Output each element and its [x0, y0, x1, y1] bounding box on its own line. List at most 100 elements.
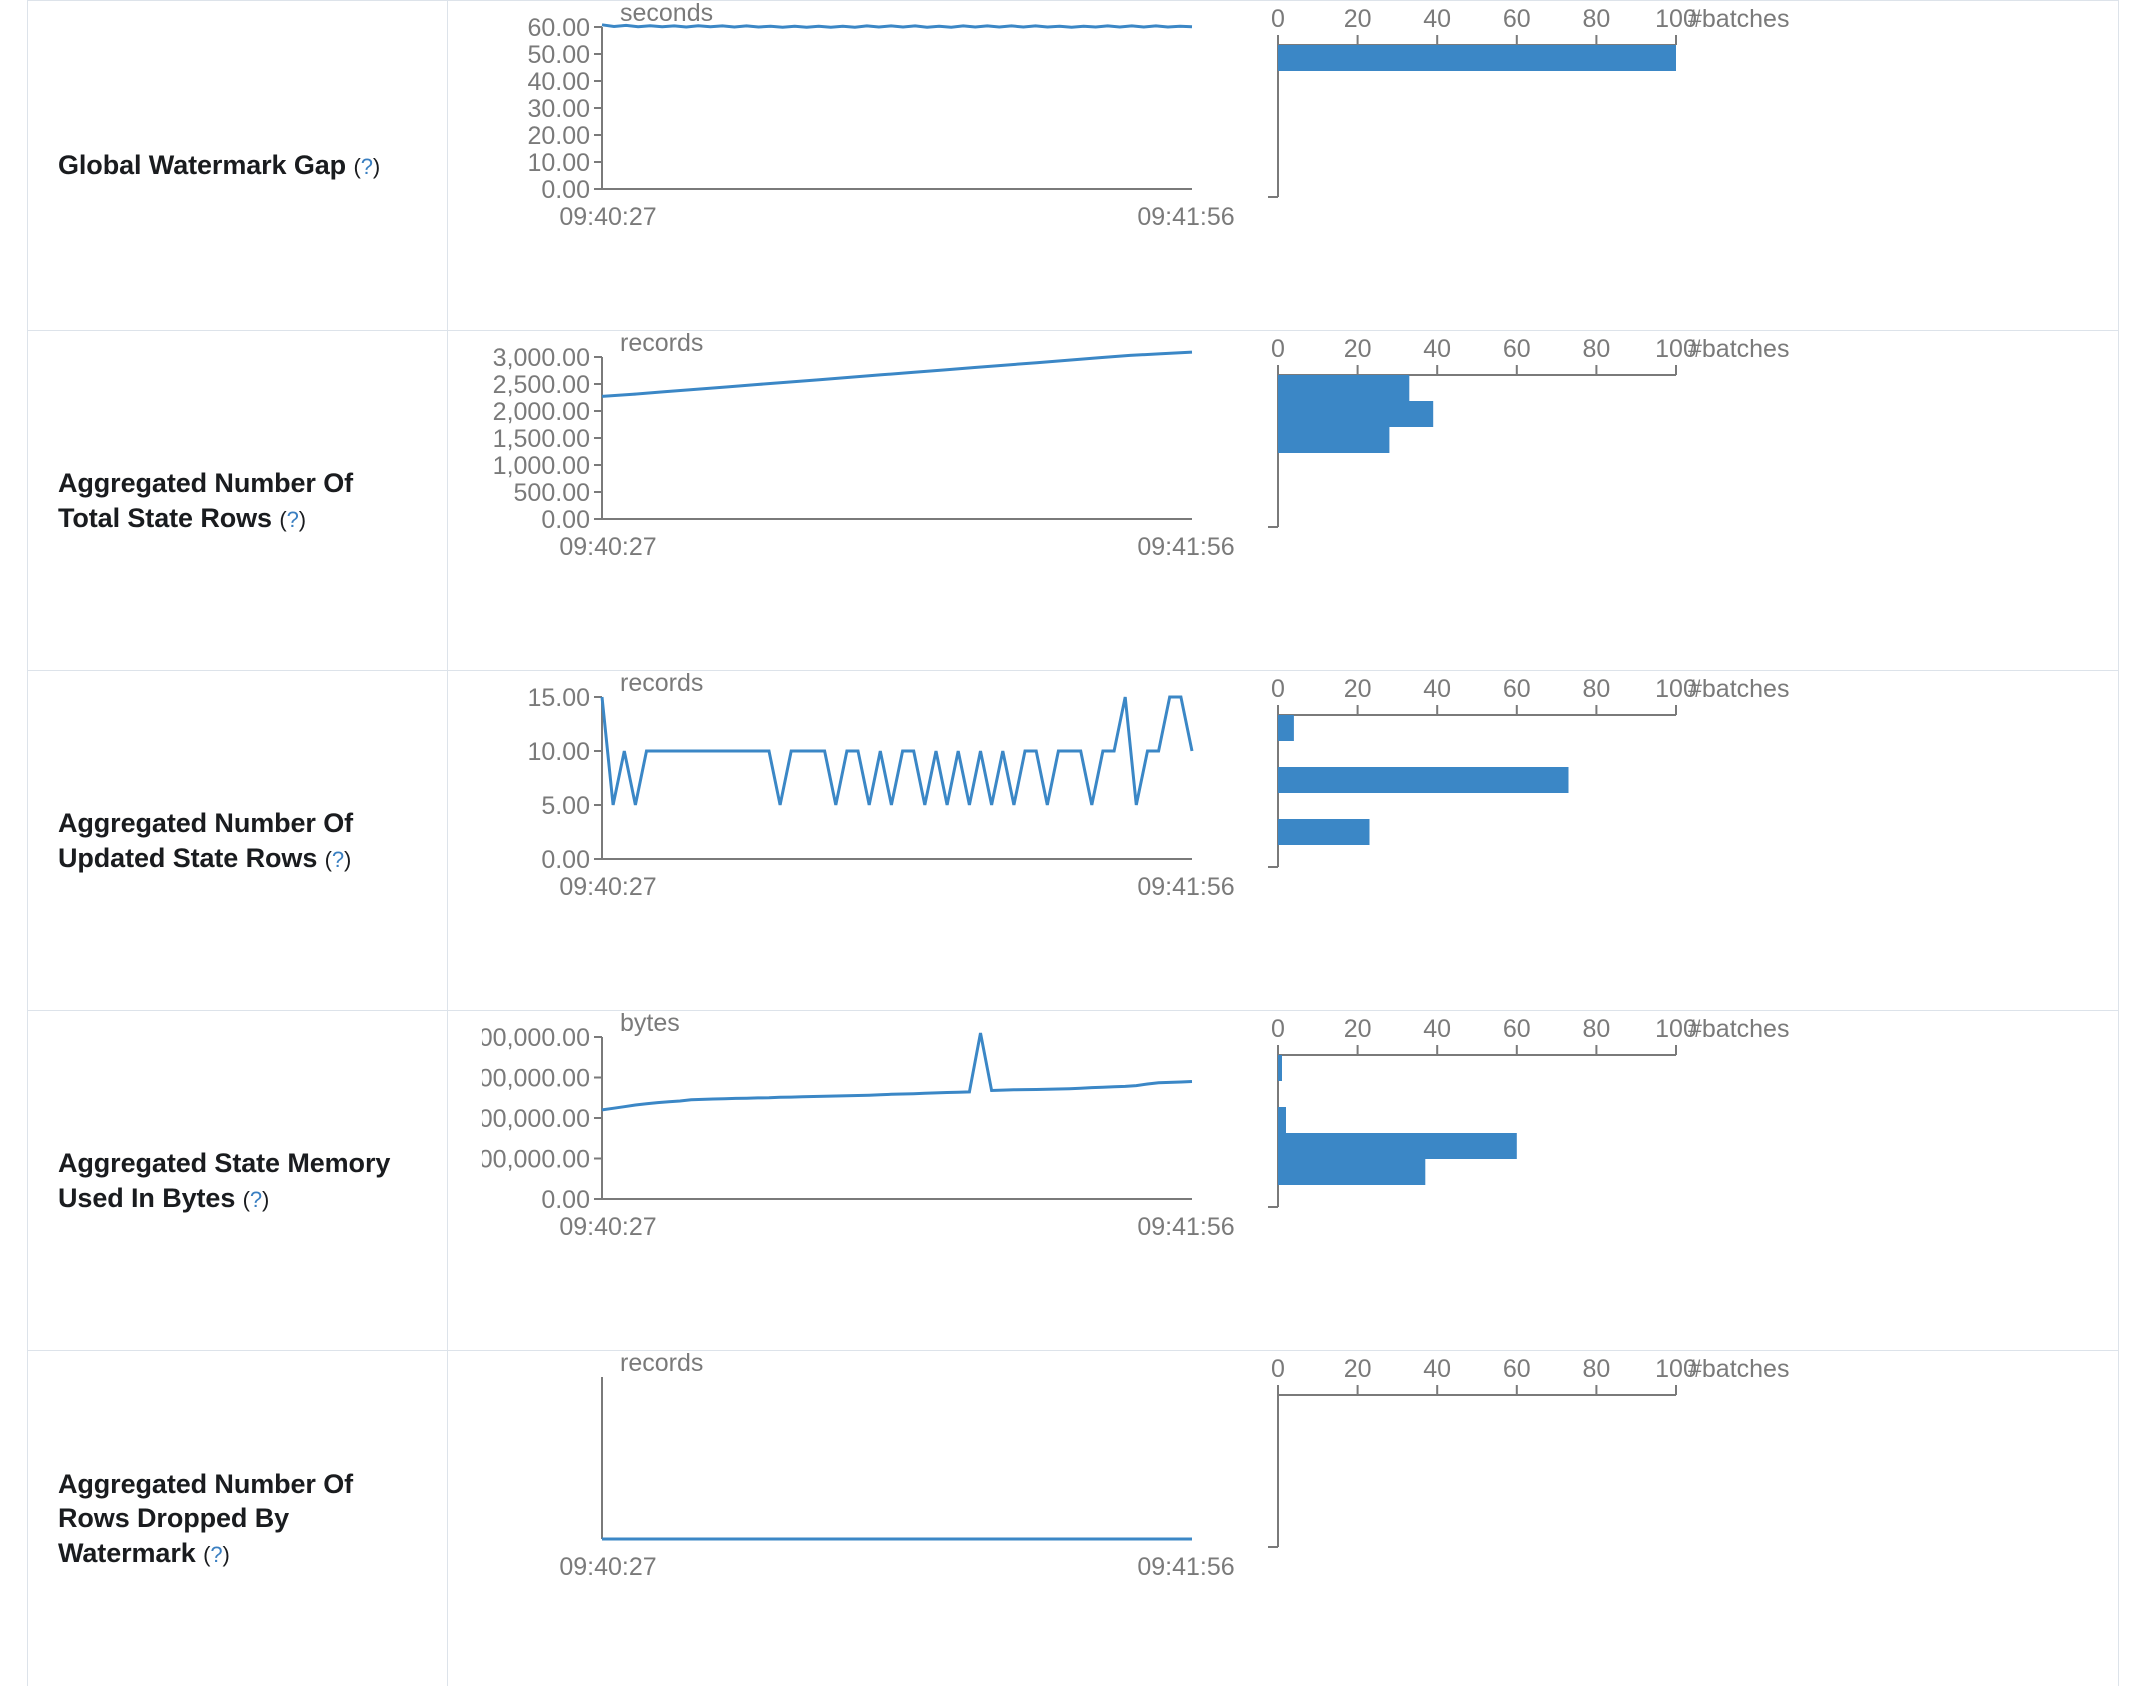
line-chart-row-0: 60.0050.0040.0030.0020.0010.000.0009:40:… [527, 0, 1234, 231]
svg-text:0.00: 0.00 [541, 506, 590, 534]
svg-text:0: 0 [1271, 675, 1285, 703]
svg-text:09:40:27: 09:40:27 [559, 533, 656, 561]
svg-text:3,000.00: 3,000.00 [493, 344, 590, 372]
svg-text:1,000.00: 1,000.00 [493, 452, 590, 480]
help-icon[interactable]: (?) [242, 1186, 270, 1212]
metric-name-cell: Aggregated Number Of Rows Dropped By Wat… [27, 1350, 448, 1686]
metric-title: Global Watermark Gap (?) [58, 148, 421, 182]
svg-text:40: 40 [1423, 1015, 1451, 1043]
histogram-row-0: 0 20 40 60 80 100#batches [1268, 5, 1789, 198]
svg-text:60: 60 [1503, 1355, 1531, 1383]
timeline-chart[interactable]: 3,000.00 2,500.00 2,000.00 1,500.00 1,000.00… [448, 329, 1242, 576]
svg-text:20: 20 [1344, 335, 1372, 363]
svg-text:500,000.00: 500,000.00 [482, 1146, 590, 1174]
help-icon[interactable]: (?) [279, 506, 306, 532]
svg-text:10.00: 10.00 [527, 738, 590, 766]
help-icon[interactable]: (?) [203, 1541, 230, 1567]
batch-histogram[interactable]: 0 20 40 60 80 100 #batches [1242, 331, 1936, 576]
svg-text:10.00: 10.00 [527, 149, 590, 177]
svg-text:2,000,000.00: 2,000,000.00 [482, 1024, 590, 1052]
histogram-bar [1278, 819, 1370, 845]
histogram-bar [1278, 1055, 1282, 1081]
metric-row: Global Watermark Gap (?) 60.00 50.00 40.00 3… [27, 0, 2119, 331]
metric-row: Aggregated Number Of Rows Dropped By Wat… [27, 1349, 2119, 1686]
svg-text:09:40:27: 09:40:27 [559, 873, 656, 901]
svg-text:20.00: 20.00 [527, 122, 590, 150]
batch-histogram[interactable]: 0 20 40 60 80 100 #batches [1242, 1, 1936, 246]
metric-row: Aggregated Number Of Total State Rows (?… [27, 329, 2119, 671]
svg-text:60.00: 60.00 [527, 14, 590, 42]
svg-text:40.00: 40.00 [527, 68, 590, 96]
timeline-chart[interactable]: 60.00 50.00 40.00 30.00 20.00 10.00 0.00 09:40:… [448, 0, 1242, 246]
metric-title-text: Aggregated Number Of Rows Dropped By Wat… [58, 1469, 354, 1568]
line-chart-row-4: 09:40:27 09:41:56 records [559, 1349, 1234, 1581]
svg-text:09:41:56: 09:41:56 [1137, 203, 1234, 231]
timeline-chart[interactable]: 09:40:27 09:41:56 records [448, 1349, 1242, 1596]
metric-title-text: Aggregated Number Of Updated State Rows [58, 808, 354, 873]
svg-text:50.00: 50.00 [527, 41, 590, 69]
svg-text:records: records [620, 1351, 703, 1377]
svg-text:seconds: seconds [620, 1, 713, 27]
histogram-bar [1278, 375, 1410, 401]
svg-text:#batches: #batches [1688, 675, 1789, 703]
help-icon[interactable]: (?) [353, 154, 381, 180]
svg-text:80: 80 [1582, 1355, 1610, 1383]
svg-text:100: 100 [1655, 5, 1697, 33]
timeline-chart[interactable]: 15.00 10.00 5.00 0.00 09:40:27 09:41:56 record… [448, 669, 1242, 916]
metric-charts-cell: 09:40:27 09:41:56 records 0 20 40 60 80 100 #batc… [447, 1349, 2119, 1686]
batch-histogram[interactable]: 0 20 40 60 80 100 #batches [1242, 1011, 1936, 1256]
svg-text:0.00: 0.00 [541, 846, 590, 874]
svg-text:1,000,000.00: 1,000,000.00 [482, 1105, 590, 1133]
metric-title: Aggregated Number Of Total State Rows (?… [58, 466, 421, 534]
svg-text:80: 80 [1582, 675, 1610, 703]
svg-text:80: 80 [1582, 1015, 1610, 1043]
metric-charts-cell: 3,000.00 2,500.00 2,000.00 1,500.00 1,000.00… [447, 329, 2119, 671]
svg-text:records: records [620, 671, 703, 697]
line-chart-row-3: 2,000,000.00 1,500,000.00 1,000,000.00 500,… [444, 1009, 1235, 1241]
svg-text:bytes: bytes [620, 1011, 680, 1037]
metric-row: Aggregated State Memory Used In Bytes (?… [27, 1009, 2119, 1351]
svg-text:#batches: #batches [1688, 1015, 1789, 1043]
svg-text:09:40:27: 09:40:27 [559, 203, 656, 231]
histogram-row-3: 0 20 40 60 80 100#batches [1268, 1015, 1789, 1208]
histogram-row-2: 0 20 40 60 80 100#batches [1268, 675, 1789, 868]
metric-charts-cell: 2,000,000.00 1,500,000.00 1,000,000.00 500,… [444, 1009, 2119, 1351]
histogram-row-4: 0 20 40 60 80 100#batches [1268, 1355, 1789, 1548]
svg-text:60: 60 [1503, 1015, 1531, 1043]
svg-text:1,500.00: 1,500.00 [493, 425, 590, 453]
metric-title: Aggregated Number Of Updated State Rows … [58, 806, 421, 874]
histogram-bar [1278, 767, 1569, 793]
svg-text:60: 60 [1503, 335, 1531, 363]
batch-histogram[interactable]: 0 20 40 60 80 100 #batches [1242, 671, 1936, 916]
svg-text:09:41:56: 09:41:56 [1137, 533, 1234, 561]
svg-text:09:40:27: 09:40:27 [559, 1553, 656, 1581]
svg-text:100: 100 [1655, 1015, 1697, 1043]
svg-text:100: 100 [1655, 675, 1697, 703]
batch-histogram[interactable]: 0 20 40 60 80 100 #batches [1242, 1351, 1936, 1596]
svg-text:#batches: #batches [1688, 335, 1789, 363]
svg-text:40: 40 [1423, 335, 1451, 363]
histogram-bar [1278, 1133, 1517, 1159]
line-chart-row-1: 3,000.002,500.002,000.001,500.001,000.00… [493, 329, 1235, 561]
metrics-table: Global Watermark Gap (?) 60.00 50.00 40.00 3… [27, 0, 2119, 1686]
metric-name-cell: Aggregated Number Of Total State Rows (?… [27, 330, 448, 671]
svg-text:40: 40 [1423, 5, 1451, 33]
svg-text:80: 80 [1582, 335, 1610, 363]
svg-text:80: 80 [1582, 5, 1610, 33]
svg-text:15.00: 15.00 [527, 684, 590, 712]
help-icon[interactable]: (?) [324, 846, 352, 872]
metric-row: Aggregated Number Of Updated State Rows … [27, 669, 2119, 1011]
svg-text:100: 100 [1655, 1355, 1697, 1383]
metric-charts-cell: 60.00 50.00 40.00 30.00 20.00 10.00 0.00 09:40:… [447, 0, 2119, 331]
histogram-row-1: 0 20 40 60 80 100#batches [1268, 335, 1789, 528]
histogram-bar [1278, 1107, 1286, 1133]
svg-text:30.00: 30.00 [527, 95, 590, 123]
histogram-bar [1278, 401, 1434, 427]
histogram-bar [1278, 427, 1390, 453]
metric-title: Aggregated Number Of Rows Dropped By Wat… [58, 1467, 421, 1569]
metric-title-text: Global Watermark Gap [58, 150, 347, 181]
svg-text:1,500,000.00: 1,500,000.00 [482, 1065, 590, 1093]
timeline-chart[interactable]: 2,000,000.00 1,500,000.00 1,000,000.00 500,… [444, 1009, 1242, 1256]
